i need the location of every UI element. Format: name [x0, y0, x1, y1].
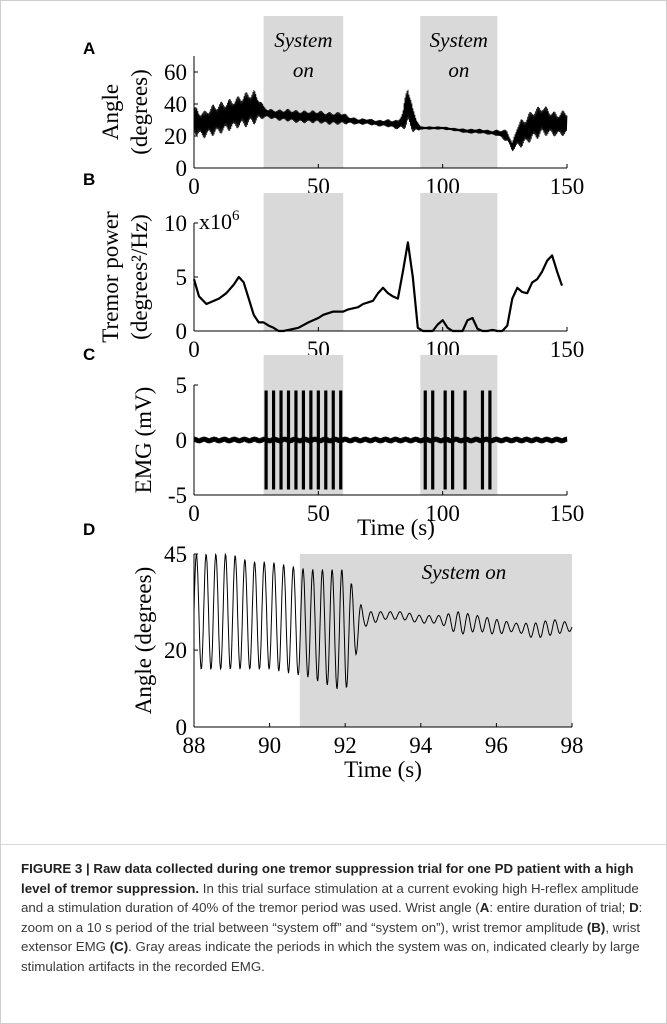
stimulation-artifact: [431, 390, 435, 490]
system-on-label: System: [274, 28, 332, 52]
system-on-region: [299, 554, 572, 727]
y-tick-label: 5: [176, 265, 188, 290]
y-tick-label: 40: [164, 92, 187, 117]
x-tick-label: 88: [183, 733, 206, 758]
y-axis-multiplier: x106: [199, 208, 240, 234]
x-tick-label: 50: [307, 501, 330, 526]
y-tick-label: 0: [176, 319, 188, 344]
panel-letter: B: [83, 170, 95, 189]
panel-letter: A: [83, 39, 95, 58]
y-tick-label: 60: [164, 60, 187, 85]
system-on-region-gap: [420, 193, 498, 223]
y-tick-label: 0: [176, 156, 188, 181]
panel-d: D System on 88 90 92 94 96 98 0 20 45 Angle (degree…: [83, 520, 584, 782]
x-tick-label: 96: [485, 733, 508, 758]
panel-letter: C: [83, 345, 95, 364]
stimulation-artifact: [339, 390, 343, 490]
stimulation-artifact: [488, 390, 492, 490]
system-on-region-gap: [420, 355, 498, 385]
x-tick-label: 150: [550, 501, 585, 526]
system-on-label: on: [448, 58, 469, 82]
stimulation-artifact: [279, 390, 283, 490]
angle-trace: [193, 89, 568, 152]
emg-baseline-trace: [193, 436, 568, 444]
y-tick-label: 5: [176, 373, 188, 398]
y-axis-label: Angle (degrees): [131, 567, 156, 715]
panel-letter: D: [83, 520, 95, 539]
x-tick-label: 0: [188, 337, 200, 362]
y-tick-label: 20: [164, 124, 187, 149]
system-on-label: System on: [422, 560, 507, 584]
figure-caption: FIGURE 3 | Raw data collected during one…: [21, 859, 649, 976]
stimulation-artifact: [480, 390, 485, 490]
system-on-region: [420, 16, 498, 168]
caption-text-5: . Gray areas indicate the periods in whi…: [21, 939, 640, 974]
stimulation-artifact: [301, 390, 306, 490]
y-tick-label: -5: [168, 483, 187, 508]
y-tick-label: 10: [164, 211, 187, 236]
x-tick-label: 0: [188, 501, 200, 526]
stimulation-artifact: [309, 390, 313, 490]
caption-lead: FIGURE 3 | Raw data collected during one…: [21, 861, 634, 896]
angle-zoom-trace: [193, 552, 573, 690]
caption-ref-b: (B): [586, 919, 606, 935]
caption-text-3: : zoom on a 10 s period of the trial bet…: [21, 900, 643, 935]
y-tick-label: 45: [164, 542, 187, 567]
stimulation-artifact: [451, 390, 455, 490]
caption-text-1: In this trial surface stimulation at a c…: [21, 880, 639, 916]
x-tick-label: 100: [425, 501, 460, 526]
stimulation-artifact: [271, 390, 276, 490]
y-axis-label-units: (degrees): [127, 69, 152, 155]
caption-divider: [1, 844, 667, 845]
caption-ref-c: (C): [109, 939, 129, 954]
stimulation-artifact: [331, 390, 335, 490]
system-on-label: on: [293, 58, 314, 82]
caption-text-2: : entire duration of trial;: [489, 900, 630, 915]
x-tick-label: 92: [334, 733, 357, 758]
y-tick-label: 0: [176, 715, 188, 740]
stimulation-artifact: [423, 390, 427, 490]
stimulation-artifact: [463, 390, 467, 490]
system-on-label: System: [430, 28, 488, 52]
x-tick-label: 98: [561, 733, 584, 758]
system-on-region-gap: [263, 355, 344, 385]
stimulation-artifact: [286, 390, 291, 490]
system-on-region: [420, 223, 498, 331]
x-tick-label: 90: [258, 733, 281, 758]
y-tick-label: 0: [176, 428, 188, 453]
y-axis-label-units: (degrees²/Hz): [127, 214, 152, 340]
x-tick-label: 94: [409, 733, 433, 758]
x-tick-label: 0: [188, 174, 200, 199]
x-tick-label: 150: [550, 337, 585, 362]
x-tick-label: 50: [307, 174, 330, 199]
stimulation-artifact: [324, 390, 328, 490]
x-tick-label: 150: [550, 174, 585, 199]
system-on-region-gap: [263, 193, 344, 223]
x-axis-label: Time (s): [344, 757, 422, 782]
stimulation-artifact: [294, 390, 298, 490]
caption-text-4: , wrist extensor EMG: [21, 919, 641, 955]
y-axis-label: Tremor power: [98, 211, 123, 343]
caption-ref-a: A: [479, 900, 490, 915]
stimulation-artifact: [316, 390, 320, 490]
tremor-power-trace: [192, 241, 564, 333]
system-on-region: [263, 16, 344, 168]
caption-ref-d: D: [629, 900, 639, 915]
system-on-region: [263, 223, 344, 331]
stimulation-artifact: [443, 390, 447, 490]
x-axis-label: Time (s): [357, 515, 435, 540]
y-tick-label: 20: [164, 638, 187, 663]
y-axis-label: EMG (mV): [131, 387, 156, 494]
y-axis-label: Angle: [98, 84, 123, 140]
stimulation-artifact: [264, 390, 268, 490]
